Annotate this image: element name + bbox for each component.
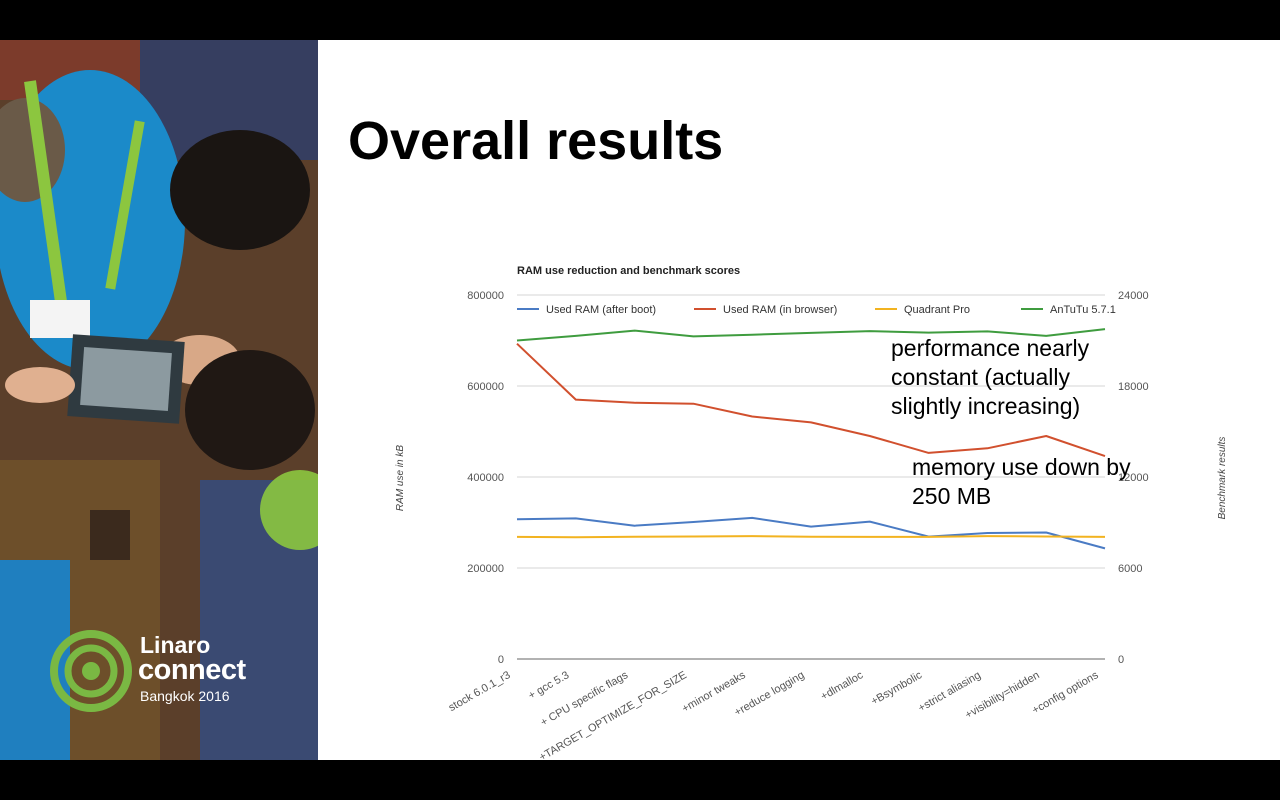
- conference-photo: Linaro connect Bangkok 2016: [0, 40, 318, 760]
- y-axis-label: RAM use in kB: [395, 445, 406, 511]
- chart-title: RAM use reduction and benchmark scores: [517, 265, 740, 277]
- linaro-logo-icon: [50, 630, 132, 712]
- right-tick-label: 0: [1118, 654, 1124, 666]
- logo-linaro-text: Linaro: [140, 632, 211, 658]
- logo-location-text: Bangkok 2016: [140, 688, 230, 704]
- letterbox-bottom: [0, 760, 1280, 800]
- right-tick-label: 24000: [1118, 290, 1149, 302]
- memory-annotation: memory use down by 250 MB: [912, 454, 1131, 509]
- x-tick-label: + gcc 5.3: [526, 669, 571, 702]
- right-tick-label: 18000: [1118, 381, 1149, 393]
- photo-illustration: [0, 40, 318, 760]
- right-tick-label: 12000: [1118, 472, 1149, 484]
- series-line: [516, 535, 1106, 539]
- line-chart: RAM use reduction and benchmark scores 0…: [395, 265, 1228, 760]
- gridlines: [517, 294, 1105, 660]
- performance-annotation: performance nearly constant (actually sl…: [891, 335, 1090, 419]
- series-line: [516, 328, 1106, 342]
- right-axis-ticks: 0 6000 12000 18000 24000: [1118, 290, 1149, 666]
- x-tick-label: +Bsymbolic: [869, 669, 924, 708]
- chart-legend: Used RAM (after boot) Used RAM (in browse…: [517, 304, 1116, 316]
- x-tick-label: +dlmalloc: [819, 669, 866, 703]
- legend-label: Used RAM (after boot): [546, 304, 656, 316]
- left-tick-label: 800000: [467, 290, 504, 302]
- left-axis-ticks: 0 200000 400000 600000 800000: [467, 290, 504, 666]
- slide-title: Overall results: [348, 111, 724, 171]
- slide: Linaro connect Bangkok 2016 Overall resu…: [0, 40, 1280, 760]
- x-tick-label: stock 6.0.1_r3: [447, 669, 513, 714]
- legend-label: Quadrant Pro: [904, 304, 970, 316]
- left-tick-label: 0: [498, 654, 504, 666]
- legend-label: AnTuTu 5.7.1: [1050, 304, 1116, 316]
- logo-connect-text: connect: [138, 654, 246, 686]
- x-tick-label: +config options: [1030, 669, 1101, 717]
- right-tick-label: 6000: [1118, 563, 1142, 575]
- series-line: [516, 516, 1106, 550]
- letterbox-top: [0, 0, 1280, 40]
- series-line: [516, 342, 1106, 458]
- series-lines: [516, 328, 1106, 550]
- left-tick-label: 600000: [467, 381, 504, 393]
- secondary-y-axis-label: Benchmark results: [1217, 437, 1228, 520]
- left-tick-label: 200000: [467, 563, 504, 575]
- left-tick-label: 400000: [467, 472, 504, 484]
- x-axis-ticks: stock 6.0.1_r3 + gcc 5.3+ CPU specific fl…: [447, 669, 1101, 760]
- legend-label: Used RAM (in browser): [723, 304, 837, 316]
- linaro-connect-logo: Linaro connect Bangkok 2016: [48, 628, 278, 718]
